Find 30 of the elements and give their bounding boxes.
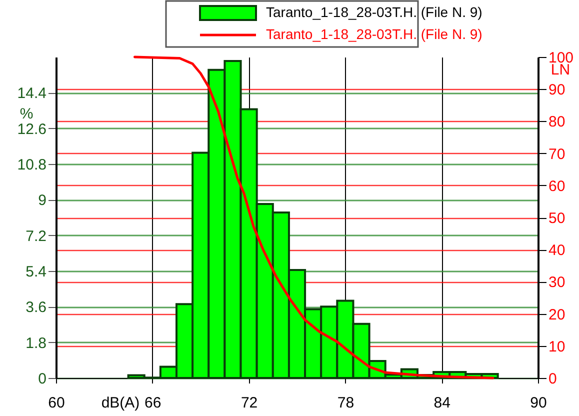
x-axis-title: dB(A) [101,394,140,412]
y-tick-label: 5.4 [26,264,46,280]
y-tick-label: 9 [38,192,46,210]
y-tick-label: 1.8 [26,334,46,352]
y-tick-label: 10.8 [17,156,46,174]
y2-tick-label: 60 [548,178,566,195]
y2-tick-label: 50 [548,210,566,227]
x-tick-label: 90 [530,394,547,412]
y2-tick-label: 80 [548,114,566,131]
y2-tick-label: 40 [548,242,566,260]
y2-axis-title: LN [550,62,570,78]
y-tick-label: 0 [38,370,46,388]
y-axis-title: % [20,106,34,122]
y2-tick-label: 70 [548,146,566,163]
y-tick-label: 14.4 [17,85,46,102]
legend-label: Taranto_1-18_28-03T.H. (File N. 9) [266,4,482,20]
x-tick-label: 84 [434,394,450,412]
x-tick-label: 78 [337,394,354,412]
y-tick-label: 3.6 [26,299,46,316]
y-tick-label: 12.6 [17,120,46,138]
legend-label: Taranto_1-18_28-03T.H. (File N. 9) [266,26,482,42]
x-tick-label: 66 [144,394,162,412]
y2-tick-label: 10 [548,338,566,356]
y-tick-label: 7.2 [26,228,46,245]
y2-tick-label: 0 [548,370,557,388]
x-tick-label: 72 [240,394,258,412]
x-tick-label: 60 [48,394,65,412]
y2-tick-label: 20 [548,306,566,324]
y2-tick-label: 90 [548,82,566,99]
y2-tick-label: 30 [548,274,566,292]
